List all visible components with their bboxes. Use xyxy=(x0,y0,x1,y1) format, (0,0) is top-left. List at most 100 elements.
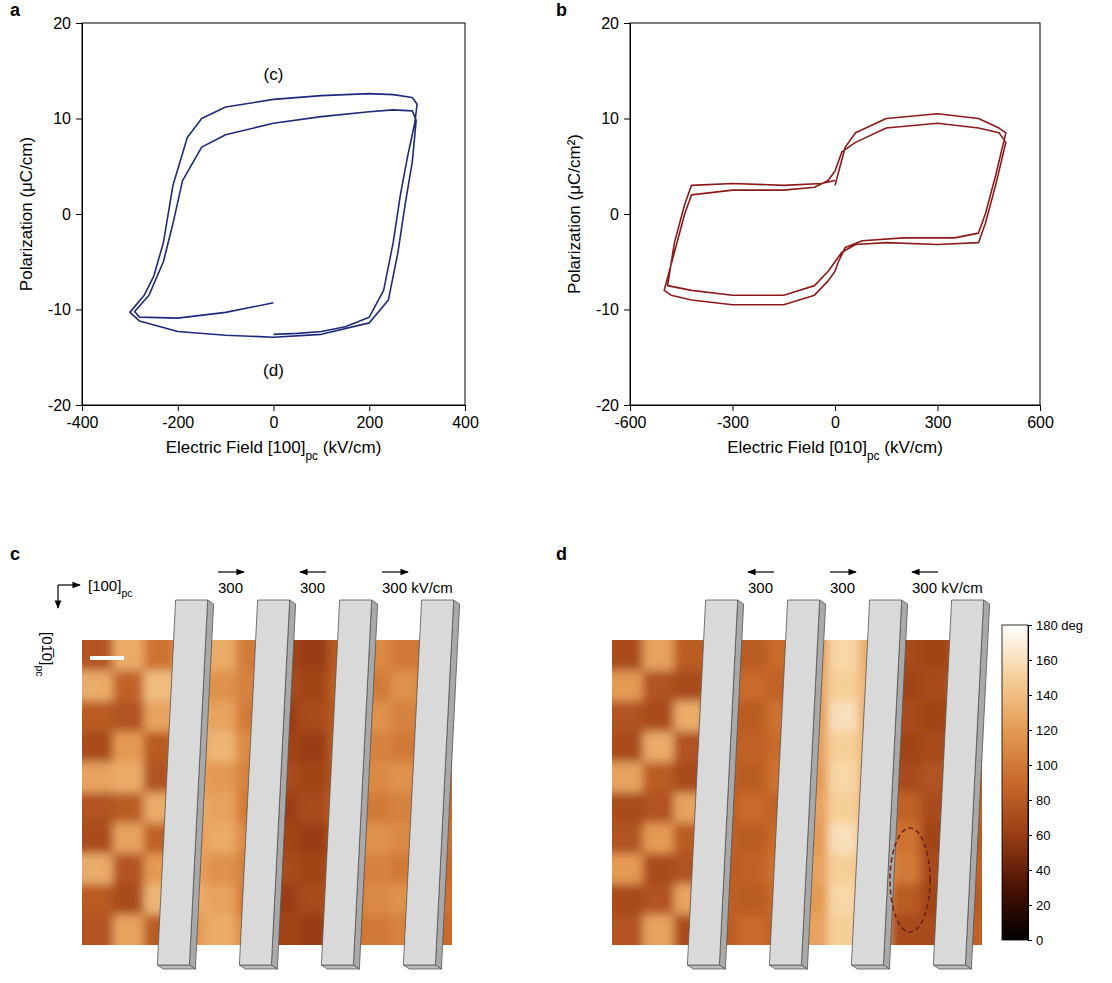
colorbar-tick-label: 80 xyxy=(1036,793,1050,808)
plot: -600-3000300600-20-1001020Electric Field… xyxy=(565,15,1054,463)
phase-cell xyxy=(612,884,644,916)
text-subscript: pc xyxy=(34,665,46,676)
x-tick-label: 0 xyxy=(270,414,279,431)
electrode xyxy=(851,600,907,969)
marks xyxy=(664,114,1006,305)
pfm-panel: 300300300 kV/cm[100]pc[01̅0]pc xyxy=(34,572,463,969)
direction-arrow xyxy=(57,585,58,608)
phase-cell xyxy=(205,701,237,733)
phase-cell xyxy=(828,762,860,794)
x-tick-mark xyxy=(733,405,734,411)
field-arrow xyxy=(830,571,856,572)
y-tick-mark xyxy=(76,23,82,24)
phase-cell xyxy=(643,701,675,733)
electrode-bottom xyxy=(239,965,277,969)
phase-cell xyxy=(612,732,644,764)
field-arrow xyxy=(748,571,774,572)
electrode-face xyxy=(157,600,207,965)
y-tick-label: 20 xyxy=(53,15,71,32)
phase-cell xyxy=(828,640,860,672)
phase-cell xyxy=(735,732,767,764)
direction-label: [01̅0]pc xyxy=(34,632,56,676)
colorbar-tick-mark xyxy=(1028,800,1032,801)
colorbar-tick-mark xyxy=(1028,625,1032,626)
x-axis: -600-3000300600 xyxy=(614,405,1053,431)
field-arrow xyxy=(300,571,326,572)
loop-line xyxy=(130,94,417,338)
phase-cell xyxy=(360,884,392,916)
colorbar-tick-label: 100 xyxy=(1036,758,1058,773)
electrode-face xyxy=(933,600,983,965)
x-tick: -200 xyxy=(162,405,194,431)
panel-letter: d xyxy=(556,544,567,564)
plot-frame xyxy=(82,23,465,405)
colorbar-axis-line xyxy=(1029,626,1033,941)
phase-cell xyxy=(612,915,644,946)
field-arrow xyxy=(382,571,408,572)
y-tick: 10 xyxy=(601,110,630,127)
y-tick-mark xyxy=(76,405,82,406)
electrode-bottom xyxy=(851,965,889,969)
phase-cell xyxy=(735,884,767,916)
colorbar-tick-mark xyxy=(1028,730,1032,731)
y-tick-label: -10 xyxy=(48,301,71,318)
electrode-bottom xyxy=(403,965,441,969)
phase-cell xyxy=(205,762,237,794)
field-arrow xyxy=(218,571,244,572)
x-tick-label: 600 xyxy=(1027,414,1054,431)
electrode xyxy=(239,600,295,969)
text-part: (kV/cm) xyxy=(880,438,943,457)
phase-cell xyxy=(612,701,644,733)
colorbar-tick-label: 40 xyxy=(1036,863,1050,878)
colorbar-tick-mark xyxy=(1028,835,1032,836)
phase-cell xyxy=(205,732,237,764)
y-tick-label: 10 xyxy=(53,110,71,127)
x-tick-mark xyxy=(835,405,836,411)
phase-cell xyxy=(360,915,392,946)
phase-cell xyxy=(113,823,145,855)
colorbar-tick: 40 xyxy=(1028,863,1050,878)
field-label: 300 kV/cm xyxy=(912,579,983,596)
phase-cell xyxy=(612,793,644,825)
phase-cell xyxy=(612,823,644,855)
y-axis-line xyxy=(76,24,83,406)
x-tick-mark xyxy=(178,405,179,411)
electrode xyxy=(933,600,989,969)
phase-cell xyxy=(82,640,114,672)
electrode-face xyxy=(687,600,737,965)
phase-cell xyxy=(298,854,330,886)
y-tick-mark xyxy=(76,214,82,215)
text-part: [100] xyxy=(88,577,121,594)
phase-cell xyxy=(612,762,644,794)
y-tick-label: -20 xyxy=(596,397,619,414)
direction-arrow xyxy=(58,584,80,585)
y-tick: 0 xyxy=(610,206,630,223)
y-tick-mark xyxy=(624,119,630,120)
phase-cell xyxy=(890,884,922,916)
phase-cell xyxy=(298,823,330,855)
y-tick-label: 0 xyxy=(610,206,619,223)
x-tick-label: 300 xyxy=(925,414,952,431)
y-tick-label: 0 xyxy=(62,206,71,223)
phase-cell xyxy=(82,732,114,764)
text-part: Electric Field [010] xyxy=(727,438,867,457)
colorbar-tick: 140 xyxy=(1028,688,1058,703)
field-label: 300 kV/cm xyxy=(382,579,453,596)
x-tick-label: 400 xyxy=(452,414,479,431)
phase-cell xyxy=(113,701,145,733)
y-tick-mark xyxy=(76,119,82,120)
phase-cell xyxy=(643,823,675,855)
annotation: (d) xyxy=(263,361,284,380)
phase-cell xyxy=(674,640,706,672)
x-tick: 300 xyxy=(925,405,952,431)
phase-cell xyxy=(298,793,330,825)
y-tick: -10 xyxy=(48,301,82,318)
text-subscript: pc xyxy=(121,587,132,599)
x-tick-label: 0 xyxy=(831,414,840,431)
y-axis-title: Polarization (μC/cm²) xyxy=(565,134,584,294)
y-axis: -20 -10 0 10 20 xyxy=(48,15,83,414)
x-tick: 0 xyxy=(831,405,840,431)
annotation: (c) xyxy=(264,65,284,84)
y-tick: -20 xyxy=(48,397,82,414)
field-label: 300 xyxy=(830,579,855,596)
